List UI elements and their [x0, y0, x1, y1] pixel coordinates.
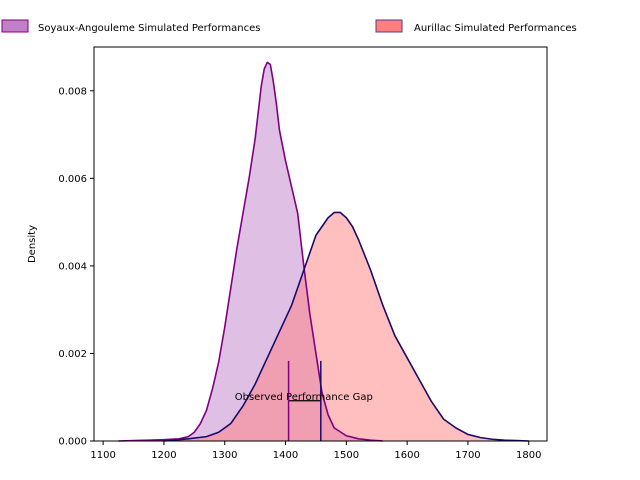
y-tick-label: 0.000 — [58, 437, 87, 448]
density-line-1 — [163, 211, 529, 442]
legend-label-soyaux: Soyaux-Angouleme Simulated Performances — [38, 23, 260, 34]
x-tick-label: 1400 — [273, 450, 298, 461]
annotation-text: Observed Performance Gap — [235, 392, 373, 403]
legend-item-soyaux[interactable]: Soyaux-Angouleme Simulated Performances — [1, 19, 260, 34]
legend-swatch-aurillac — [375, 19, 403, 33]
annotation-layer: Observed Performance Gap — [235, 360, 373, 441]
legend-item-aurillac[interactable]: Aurillac Simulated Performances — [375, 19, 577, 34]
x-tick-label: 1300 — [212, 450, 237, 461]
x-tick-label: 1600 — [394, 450, 419, 461]
legend: Soyaux-Angouleme Simulated Performances … — [1, 19, 577, 34]
axes-frame — [93, 46, 548, 442]
x-tick-label: 1200 — [151, 450, 176, 461]
y-axis-label: Density — [27, 225, 38, 263]
density-area-1 — [163, 212, 529, 441]
x-axis-ticks: 1100 1200 1300 1400 1500 1600 1700 1800 — [90, 441, 541, 461]
axes — [93, 46, 548, 442]
legend-swatch-soyaux — [1, 19, 29, 33]
y-tick-label: 0.002 — [58, 349, 87, 360]
plot-area — [118, 61, 529, 442]
x-tick-label: 1700 — [455, 450, 480, 461]
x-tick-label: 1100 — [90, 450, 115, 461]
density-area-0 — [118, 62, 383, 441]
y-tick-label: 0.006 — [58, 174, 87, 185]
y-tick-label: 0.004 — [58, 261, 87, 272]
y-axis-ticks: 0.000 0.002 0.004 0.006 0.008 — [58, 86, 94, 448]
x-tick-label: 1500 — [334, 450, 359, 461]
y-tick-label: 0.008 — [58, 86, 87, 97]
x-tick-label: 1800 — [516, 450, 541, 461]
legend-label-aurillac: Aurillac Simulated Performances — [414, 23, 577, 34]
